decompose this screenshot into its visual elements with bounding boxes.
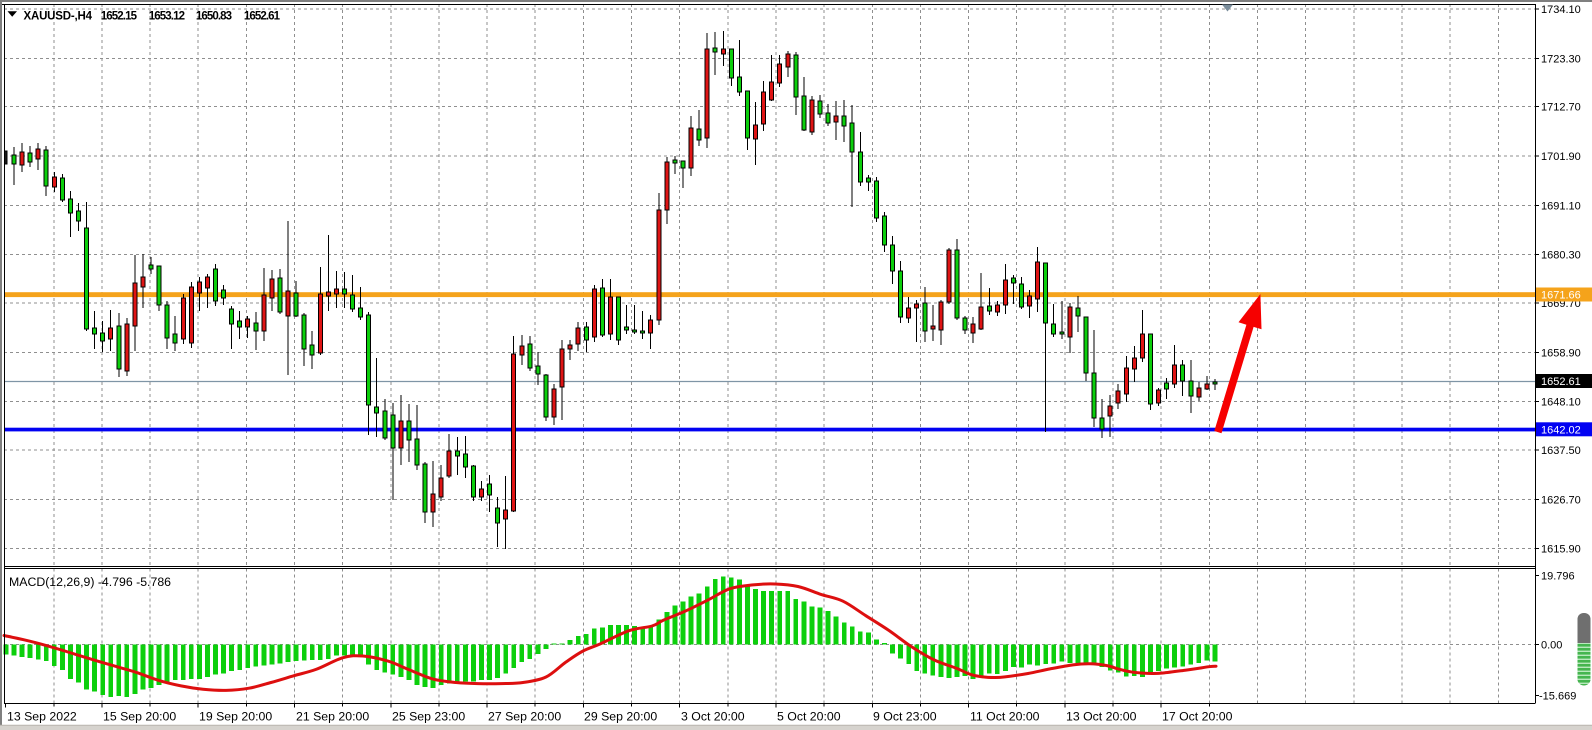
svg-text:19.796: 19.796 [1541, 570, 1575, 582]
svg-text:1658.90: 1658.90 [1541, 347, 1581, 359]
svg-text:9 Oct 23:00: 9 Oct 23:00 [873, 710, 937, 724]
svg-text:XAUUSD-,H4: XAUUSD-,H4 [24, 11, 93, 23]
svg-text:1680.30: 1680.30 [1541, 250, 1581, 262]
svg-text:0.00: 0.00 [1541, 640, 1562, 652]
svg-text:29 Sep 20:00: 29 Sep 20:00 [584, 710, 657, 724]
svg-text:21 Sep 20:00: 21 Sep 20:00 [296, 710, 369, 724]
svg-text:1671.66: 1671.66 [1541, 290, 1581, 302]
svg-text:1712.70: 1712.70 [1541, 102, 1581, 114]
svg-text:1637.50: 1637.50 [1541, 445, 1581, 457]
svg-text:1626.70: 1626.70 [1541, 494, 1581, 506]
svg-text:MACD(12,26,9) -4.796 -5.786: MACD(12,26,9) -4.796 -5.786 [9, 575, 171, 589]
svg-text:15 Sep 20:00: 15 Sep 20:00 [103, 710, 176, 724]
svg-text:1650.83: 1650.83 [196, 11, 232, 23]
svg-text:1642.02: 1642.02 [1541, 424, 1581, 436]
svg-text:1691.10: 1691.10 [1541, 200, 1581, 212]
svg-text:25 Sep 23:00: 25 Sep 23:00 [392, 710, 465, 724]
svg-text:1701.90: 1701.90 [1541, 151, 1581, 163]
svg-text:11 Oct 20:00: 11 Oct 20:00 [970, 710, 1040, 724]
svg-text:1615.90: 1615.90 [1541, 544, 1581, 556]
svg-text:1652.15: 1652.15 [101, 11, 138, 23]
svg-text:19 Sep 20:00: 19 Sep 20:00 [199, 710, 272, 724]
svg-text:17 Oct 20:00: 17 Oct 20:00 [1162, 710, 1233, 724]
svg-text:13 Oct 20:00: 13 Oct 20:00 [1066, 710, 1137, 724]
svg-text:1652.61: 1652.61 [1541, 376, 1581, 388]
svg-text:13 Sep 2022: 13 Sep 2022 [7, 710, 77, 724]
svg-text:-15.669: -15.669 [1539, 691, 1576, 703]
svg-text:5 Oct 20:00: 5 Oct 20:00 [777, 710, 841, 724]
svg-text:3 Oct 20:00: 3 Oct 20:00 [681, 710, 745, 724]
svg-text:1653.12: 1653.12 [149, 11, 185, 23]
svg-text:27 Sep 20:00: 27 Sep 20:00 [488, 710, 561, 724]
svg-text:1648.10: 1648.10 [1541, 397, 1581, 409]
svg-text:1652.61: 1652.61 [244, 11, 281, 23]
svg-text:1734.10: 1734.10 [1541, 4, 1581, 16]
svg-text:1723.30: 1723.30 [1541, 53, 1581, 65]
